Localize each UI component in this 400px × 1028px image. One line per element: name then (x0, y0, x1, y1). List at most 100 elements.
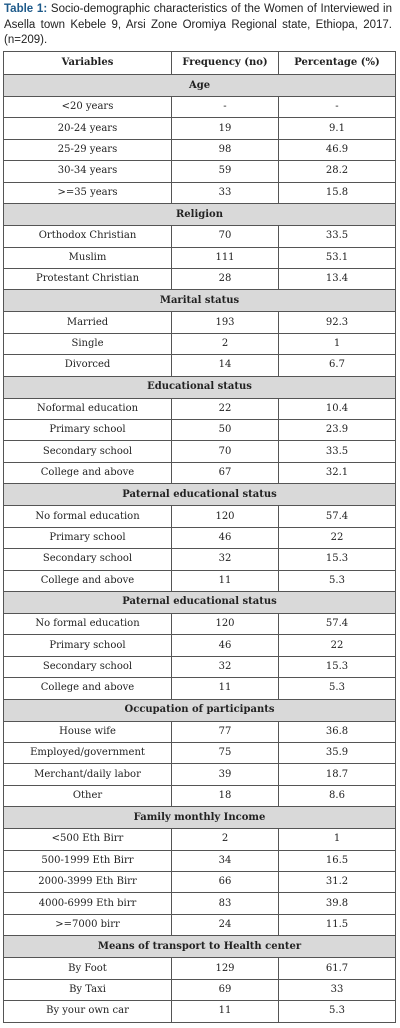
table-row: 20-24 years 19 9.1 (3, 117, 396, 140)
row-percentage-cell: 5.3 (278, 569, 396, 592)
table-row: Secondary school 32 15.3 (3, 655, 396, 679)
row-frequency-cell: 24 (171, 913, 279, 937)
table-row: By your own car 11 5.3 (3, 1000, 396, 1023)
row-variable-cell: College and above (3, 461, 172, 485)
section-title: Marital status (3, 289, 396, 313)
table-row: Orthodox Christian 70 33.5 (3, 225, 396, 248)
row-frequency-cell: 2 (171, 828, 279, 851)
row-variable-cell: Noformal education (3, 397, 172, 421)
table-row: House wife 77 36.8 (3, 720, 396, 744)
row-frequency-cell: 46 (171, 526, 279, 550)
row-percentage-cell: 16.5 (278, 849, 396, 873)
socio-demographic-table: Variables Frequency (no) Percentage (%) … (3, 51, 396, 1023)
row-frequency-cell: 120 (171, 612, 279, 636)
row-percentage-cell: 9.1 (278, 117, 396, 140)
table-row: Noformal education 22 10.4 (3, 397, 396, 421)
table-row: >=35 years 33 15.8 (3, 181, 396, 205)
row-variable-cell: Divorced (3, 354, 172, 377)
row-frequency-cell: 111 (171, 246, 279, 269)
row-frequency-cell: 2 (171, 332, 279, 356)
row-percentage-cell: 57.4 (278, 612, 396, 636)
row-percentage-cell: 46.9 (278, 138, 396, 162)
row-variable-cell: Employed/government (3, 742, 172, 765)
section-header-row: Educational status (3, 375, 396, 399)
row-variable-cell: 25-29 years (3, 138, 172, 162)
table-row: Secondary school 32 15.3 (3, 548, 396, 571)
row-variable-cell: No formal education (3, 505, 172, 528)
row-percentage-cell: 28.2 (278, 160, 396, 183)
row-percentage-cell: 22 (278, 634, 396, 657)
table-row: College and above 11 5.3 (3, 677, 396, 700)
row-percentage-cell: 39.8 (278, 892, 396, 915)
row-percentage-cell: 35.9 (278, 742, 396, 765)
row-variable-cell: Secondary school (3, 440, 172, 463)
row-frequency-cell: 66 (171, 871, 279, 894)
table-row: Employed/government 75 35.9 (3, 742, 396, 765)
row-percentage-cell: - (278, 96, 396, 119)
row-percentage-cell: 13.4 (278, 267, 396, 291)
row-variable-cell: Primary school (3, 634, 172, 657)
row-percentage-cell: 31.2 (278, 871, 396, 894)
row-variable-cell: By Taxi (3, 978, 172, 1002)
row-frequency-cell: 75 (171, 742, 279, 765)
table-row: Protestant Christian 28 13.4 (3, 267, 396, 291)
table-row: Single 2 1 (3, 332, 396, 356)
section-title: Religion (3, 203, 396, 227)
row-variable-cell: 20-24 years (3, 117, 172, 140)
table-row: College and above 67 32.1 (3, 461, 396, 485)
row-percentage-cell: 53.1 (278, 246, 396, 269)
row-variable-cell: No formal education (3, 612, 172, 636)
row-percentage-cell: 33.5 (278, 225, 396, 248)
section-title: Means of transport to Health center (3, 935, 396, 959)
section-title: Age (3, 73, 396, 98)
section-header-row: Means of transport to Health center (3, 935, 396, 959)
row-percentage-cell: 23.9 (278, 419, 396, 442)
section-title: Occupation of participants (3, 698, 396, 722)
header-frequency: Frequency (no) (171, 51, 279, 75)
row-variable-cell: 30-34 years (3, 160, 172, 183)
row-percentage-cell: 92.3 (278, 311, 396, 334)
row-frequency-cell: 70 (171, 440, 279, 463)
row-variable-cell: Other (3, 784, 172, 808)
section-title: Paternal educational status (3, 590, 396, 614)
table-row: Primary school 50 23.9 (3, 419, 396, 442)
table-row: Merchant/daily labor 39 18.7 (3, 763, 396, 786)
row-frequency-cell: 32 (171, 655, 279, 679)
row-frequency-cell: 18 (171, 784, 279, 808)
row-percentage-cell: 6.7 (278, 354, 396, 377)
section-header-row: Paternal educational status (3, 483, 396, 507)
row-variable-cell: Married (3, 311, 172, 334)
row-variable-cell: Secondary school (3, 548, 172, 571)
table-caption-label: Table 1: (4, 3, 48, 15)
row-variable-cell: By Foot (3, 957, 172, 980)
row-variable-cell: Merchant/daily labor (3, 763, 172, 786)
table-row: College and above 11 5.3 (3, 569, 396, 592)
row-frequency-cell: 11 (171, 569, 279, 592)
row-variable-cell: <500 Eth Birr (3, 828, 172, 851)
row-variable-cell: House wife (3, 720, 172, 744)
row-frequency-cell: 22 (171, 397, 279, 421)
row-variable-cell: <20 years (3, 96, 172, 119)
table-caption-text: Socio-demographic characteristics of the… (4, 3, 393, 46)
row-percentage-cell: 15.3 (278, 655, 396, 679)
row-variable-cell: >=7000 birr (3, 913, 172, 937)
row-variable-cell: Single (3, 332, 172, 356)
row-frequency-cell: 129 (171, 957, 279, 980)
table-row: Primary school 46 22 (3, 526, 396, 550)
row-frequency-cell: 98 (171, 138, 279, 162)
table-row: 500-1999 Eth Birr 34 16.5 (3, 849, 396, 873)
table-row: No formal education 120 57.4 (3, 612, 396, 636)
row-variable-cell: College and above (3, 677, 172, 700)
table-row: Married 193 92.3 (3, 311, 396, 334)
row-variable-cell: Orthodox Christian (3, 225, 172, 248)
row-frequency-cell: 59 (171, 160, 279, 183)
table-body: Age <20 years - -20-24 years 19 9.1 25-29 year… (3, 73, 396, 1023)
row-percentage-cell: 1 (278, 332, 396, 356)
row-percentage-cell: 11.5 (278, 913, 396, 937)
row-frequency-cell: 32 (171, 548, 279, 571)
row-variable-cell: >=35 years (3, 181, 172, 205)
table-header-row: Variables Frequency (no) Percentage (%) (3, 51, 396, 75)
row-variable-cell: Muslim (3, 246, 172, 269)
row-variable-cell: Protestant Christian (3, 267, 172, 291)
row-frequency-cell: 34 (171, 849, 279, 873)
